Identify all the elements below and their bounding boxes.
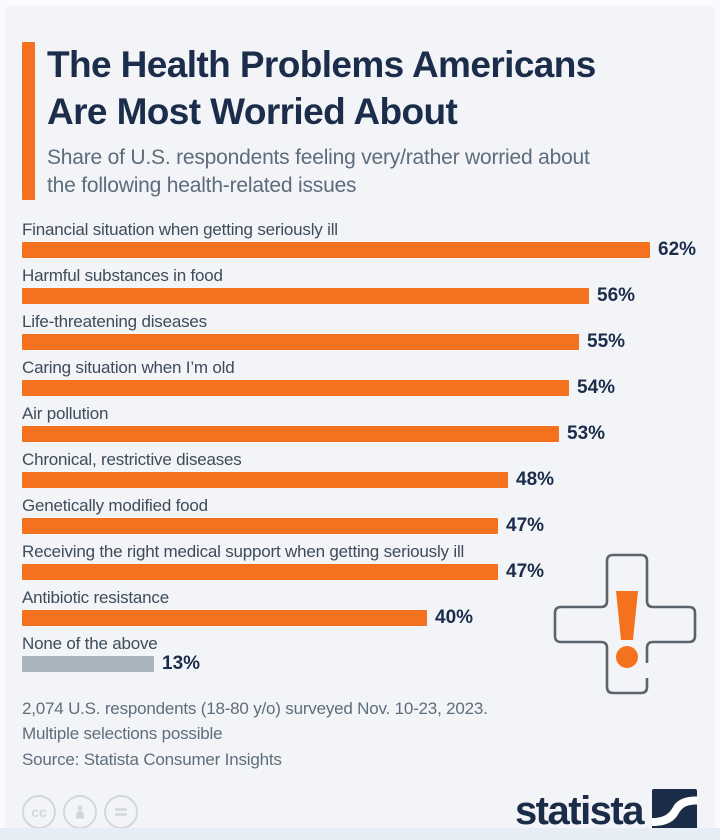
bar-line: 54% (22, 376, 700, 398)
bar-value: 55% (587, 330, 626, 352)
no-derivatives-equals-icon[interactable] (104, 794, 138, 829)
cc-label: cc (31, 803, 47, 820)
bar-line: 53% (22, 422, 700, 444)
bar-row: Chronical, restrictive diseases 48% (22, 449, 700, 490)
header: The Health Problems Americans Are Most W… (22, 42, 700, 200)
bar (22, 241, 650, 258)
bar-row: Receiving the right medical support when… (22, 541, 700, 582)
page-subtitle: Share of U.S. respondents feeling very/r… (47, 146, 590, 197)
bar-value: 48% (516, 468, 555, 490)
bar-line: 48% (22, 468, 700, 490)
creative-commons-badges[interactable]: cc (22, 794, 138, 829)
bar-value: 53% (567, 422, 606, 444)
title-line-2: Are Most Worried About (47, 90, 458, 132)
bar-label: Genetically modified food (22, 495, 208, 515)
page-bottom-strip (0, 828, 720, 840)
bar (22, 655, 154, 672)
bar (22, 609, 427, 626)
cc-license-icon[interactable]: cc (22, 794, 56, 829)
bar-row: Caring situation when I’m old 54% (22, 357, 700, 398)
bar-chart: Financial situation when getting serious… (22, 219, 700, 694)
bar-label: Air pollution (22, 403, 109, 423)
bar-value: 40% (435, 606, 474, 628)
bar-line: 47% (22, 514, 700, 536)
bar (22, 379, 569, 396)
bar-line: 40% (22, 606, 700, 628)
bar-label: Antibiotic resistance (22, 587, 169, 607)
bar-row: Antibiotic resistance 40% (22, 587, 700, 628)
bar-row: Life-threatening diseases 55% (22, 311, 700, 352)
statista-wordmark: statista (514, 789, 645, 834)
title-accent-bar (22, 42, 35, 200)
bar-value: 47% (506, 514, 545, 536)
bar-row: None of the above 13% (22, 633, 700, 674)
bar-line: 47% (22, 560, 700, 582)
header-text: The Health Problems Americans Are Most W… (47, 42, 607, 200)
source-line: Source: Statista Consumer Insights (22, 749, 282, 769)
bar (22, 563, 498, 580)
bar-row: Air pollution 53% (22, 403, 700, 444)
bar-line: 13% (22, 652, 700, 674)
attribution-person-icon[interactable] (63, 794, 97, 829)
bottom-row: cc statista (22, 789, 700, 835)
bar-label: Life-threatening diseases (22, 311, 207, 331)
footnotes: 2,074 U.S. respondents (18-80 y/o) surve… (22, 696, 700, 773)
bar-line: 55% (22, 330, 700, 352)
statista-logo[interactable]: statista (514, 789, 697, 835)
page-title: The Health Problems Americans Are Most W… (47, 42, 607, 135)
bar-label: Receiving the right medical support when… (22, 541, 465, 561)
bar (22, 333, 579, 350)
bar-value: 13% (162, 652, 201, 674)
bar-line: 56% (22, 284, 700, 306)
bar-label: None of the above (22, 633, 158, 653)
note-line-1: 2,074 U.S. respondents (18-80 y/o) surve… (22, 698, 488, 718)
bar (22, 425, 559, 442)
bar-value: 56% (597, 284, 636, 306)
note-line-2: Multiple selections possible (22, 724, 223, 744)
bar-label: Caring situation when I’m old (22, 357, 235, 377)
bar-row: Harmful substances in food 56% (22, 265, 700, 306)
bar (22, 471, 508, 488)
bar-value: 54% (577, 376, 616, 398)
bar-label: Harmful substances in food (22, 265, 223, 285)
bar (22, 287, 589, 304)
bar-row: Genetically modified food 47% (22, 495, 700, 536)
infographic-card: The Health Problems Americans Are Most W… (5, 6, 715, 835)
bar-value: 47% (506, 560, 545, 582)
statista-logo-mark (652, 789, 697, 835)
bar-label: Chronical, restrictive diseases (22, 449, 242, 469)
bar-line: 62% (22, 238, 700, 260)
bar (22, 517, 498, 534)
bar-value: 62% (658, 238, 697, 260)
bar-row: Financial situation when getting serious… (22, 219, 700, 260)
bar-label: Financial situation when getting serious… (22, 219, 338, 239)
title-line-1: The Health Problems Americans (47, 44, 596, 85)
